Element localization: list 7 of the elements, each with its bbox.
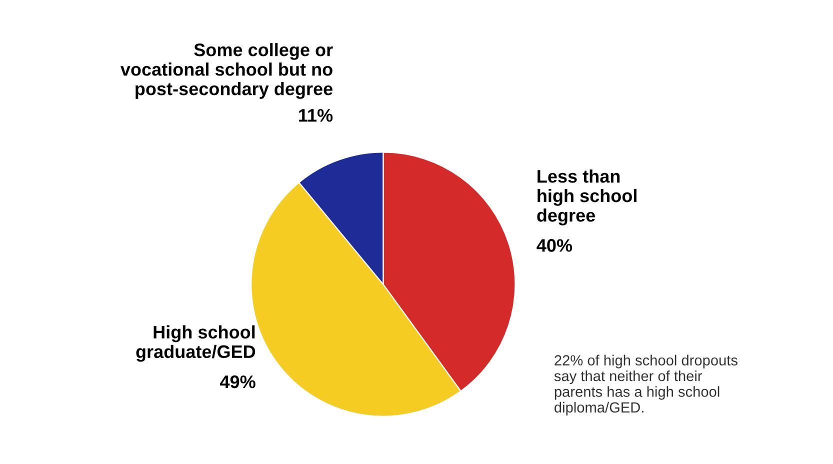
data-label: 11% xyxy=(299,109,333,122)
slice-label: Less than high school degree xyxy=(537,169,636,226)
data-label: 49% xyxy=(220,375,256,388)
slice-label: Some college or vocational school but no post-secondary degree xyxy=(120,43,333,99)
text: 22% of high school dropouts say that neither of their parents has a high school diploma/GED. xyxy=(554,354,738,416)
data-label: 40% xyxy=(536,239,572,252)
slice-label: High school graduate/GED xyxy=(136,325,256,362)
